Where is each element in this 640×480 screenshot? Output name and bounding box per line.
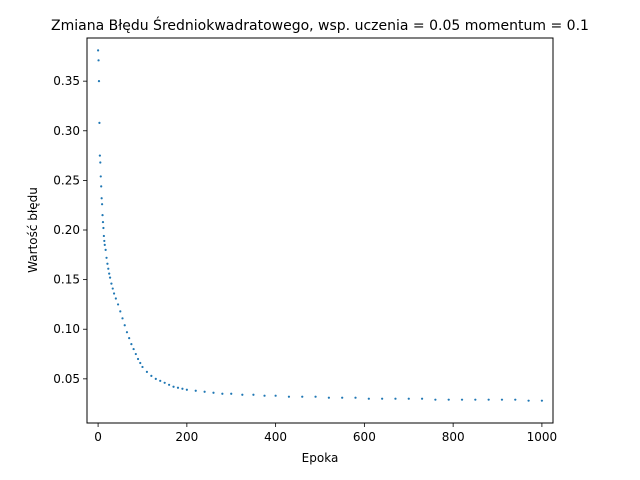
data-point [125,331,129,334]
data-point [111,287,114,290]
x-tick-label: 0 [94,430,102,444]
data-point [139,361,142,365]
data-point [527,399,530,402]
data-point [97,59,100,62]
data-point [119,310,122,313]
x-tick-label: 800 [442,430,465,444]
data-point [172,385,175,388]
data-point [108,276,112,279]
data-point [121,317,124,320]
data-point [108,272,111,275]
data-point [141,365,144,369]
data-point [354,396,357,399]
data-point [116,303,120,306]
data-point [99,175,102,178]
x-tick-label: 600 [353,430,376,444]
data-point [434,398,437,401]
data-point [514,398,517,401]
data-point [176,386,180,389]
data-point [103,239,106,243]
data-point [447,398,450,401]
data-point [128,337,131,340]
data-point [114,297,117,300]
x-axis-label: Epoka [302,451,339,465]
x-axis: 0 200 400 600 800 1000 [94,423,557,444]
data-point [102,234,105,238]
y-tick-label: 0.15 [53,273,80,287]
data-point [274,394,277,397]
data-point [241,393,244,396]
data-point [136,357,140,361]
data-point [100,197,103,200]
data-point [203,390,206,393]
data-point [107,267,110,270]
data-point [301,395,304,398]
data-point [112,292,116,295]
data-point [102,226,105,230]
data-point [101,220,105,224]
data-point [460,398,464,401]
data-point [99,161,102,164]
data-point [394,397,397,400]
x-tick-label: 1000 [527,430,558,444]
data-point [150,374,153,377]
plot-frame [86,37,554,424]
data-point [145,370,149,373]
data-point [154,377,157,380]
data-point [287,395,291,398]
data-point [327,396,330,399]
y-tick-label: 0.10 [53,322,80,336]
data-point [106,262,109,265]
x-tick-label: 400 [264,430,287,444]
data-point [185,388,188,391]
data-point [341,396,344,399]
data-point [181,387,184,390]
data-point [168,383,171,386]
y-tick-label: 0.35 [53,74,80,88]
y-tick-label: 0.20 [53,223,80,237]
data-point [134,352,137,356]
data-point [212,391,215,394]
data-point [104,248,107,251]
data-point [367,397,370,400]
data-point [123,324,126,327]
y-axis-label: Wartość błędu [26,187,40,273]
data-point [487,398,490,401]
data-point [314,395,317,398]
data-point [407,397,410,400]
data-point [230,392,233,395]
data-point [130,343,133,346]
data-point [97,49,100,52]
y-tick-label: 0.25 [53,173,80,187]
data-point [98,154,101,157]
data-point [252,393,255,396]
data-point [163,381,166,384]
data-point [100,203,104,206]
data-point [98,121,101,124]
data-points [97,49,544,402]
data-point [263,394,266,397]
data-point [97,80,101,83]
y-axis: 0.05 0.10 0.15 0.20 0.25 0.30 0.35 [53,74,87,386]
x-tick-label: 200 [175,430,198,444]
y-tick-label: 0.05 [53,372,80,386]
data-point [103,243,106,246]
y-tick-label: 0.30 [53,124,80,138]
data-point [101,214,104,217]
data-point [132,347,135,351]
data-point [420,397,424,400]
data-point [105,256,108,259]
chart-title: Zmiana Błędu Średniokwadratowego, wsp. u… [51,16,589,34]
data-point [381,397,384,400]
data-point [221,392,224,395]
data-point [110,282,113,285]
data-point [100,185,103,188]
data-point [500,398,504,401]
data-point [159,379,162,382]
data-point [194,389,197,392]
data-point [540,399,544,402]
data-point [474,398,477,401]
